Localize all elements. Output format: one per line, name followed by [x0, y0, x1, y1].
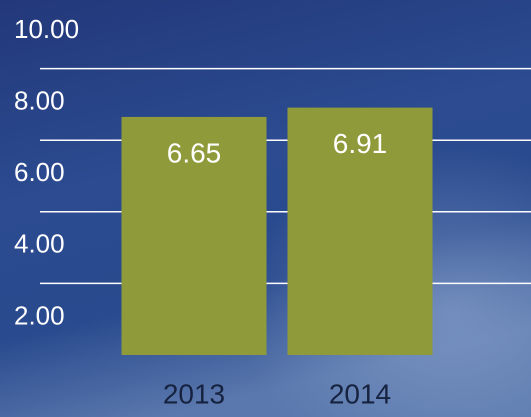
x-tick-label: 2013 — [163, 378, 225, 409]
y-tick-label: 10.00 — [14, 14, 79, 44]
y-tick-label: 2.00 — [14, 300, 65, 330]
y-tick-label: 6.00 — [14, 157, 65, 187]
value-label: 6.91 — [333, 128, 388, 159]
x-tick-label: 2014 — [329, 378, 391, 409]
value-label: 6.65 — [167, 137, 222, 168]
y-tick-label: 4.00 — [14, 229, 65, 259]
bar — [121, 116, 267, 356]
y-tick-label: 8.00 — [14, 85, 65, 115]
bar — [287, 107, 433, 355]
